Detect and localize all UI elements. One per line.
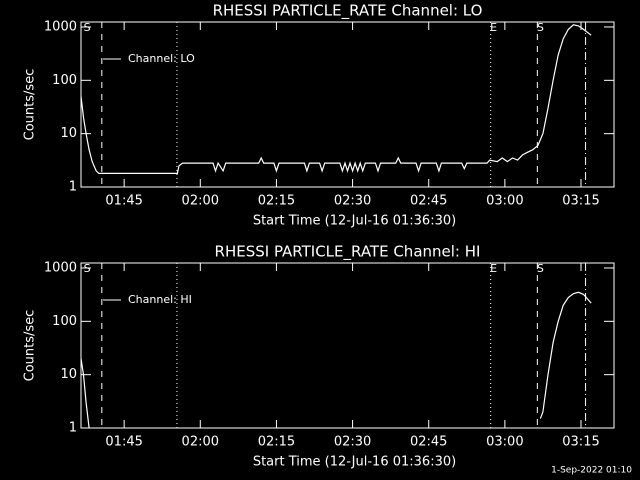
x-tick-label: 03:15: [562, 435, 599, 450]
legend-label: Channel: LO: [128, 52, 195, 65]
x-tick-label: 02:45: [410, 194, 447, 209]
x-tick-label: 01:45: [105, 194, 142, 209]
x-tick-label: 02:15: [258, 194, 295, 209]
y-tick-label: 100: [52, 314, 77, 329]
x-tick-label: 02:00: [182, 435, 219, 450]
marker-label: E: [490, 21, 497, 34]
legend-label: Channel: HI: [128, 293, 192, 306]
data-line: [81, 291, 592, 428]
x-tick-label: 02:00: [182, 194, 219, 209]
y-tick-label: 1: [69, 180, 77, 195]
x-tick-label: 02:45: [410, 435, 447, 450]
y-tick-label: 1: [69, 421, 77, 436]
x-tick-label: 02:30: [334, 435, 371, 450]
marker-label: E: [490, 262, 497, 275]
marker-label: S: [537, 262, 544, 275]
chart-title: RHESSI PARTICLE_RATE Channel: HI: [215, 243, 481, 262]
marker-label: S: [537, 21, 544, 34]
plot-frame: [80, 21, 615, 188]
y-tick-label: 1000: [44, 19, 77, 34]
chart-title: RHESSI PARTICLE_RATE Channel: LO: [213, 2, 483, 21]
y-tick-label: 1000: [44, 260, 77, 275]
annotation: S: [84, 21, 91, 34]
x-axis-label: Start Time (12-Jul-16 01:36:30): [253, 455, 456, 470]
x-tick-label: 01:45: [105, 435, 142, 450]
data-line: [81, 24, 592, 174]
y-tick-label: 100: [52, 73, 77, 88]
x-tick-label: 02:30: [334, 194, 371, 209]
plot-frame: [80, 262, 615, 429]
footer: 1-Sep-2022 01:10: [551, 466, 632, 476]
x-tick-label: 03:00: [486, 435, 523, 450]
x-tick-label: 02:15: [258, 435, 295, 450]
y-tick-label: 10: [60, 367, 77, 382]
y-tick-label: 10: [60, 126, 77, 141]
x-tick-label: 03:00: [486, 194, 523, 209]
x-tick-label: 03:15: [562, 194, 599, 209]
y-axis-label: Counts/sec: [23, 69, 38, 141]
x-axis-label: Start Time (12-Jul-16 01:36:30): [253, 214, 456, 229]
annotation: S: [84, 262, 91, 275]
y-axis-label: Counts/sec: [23, 310, 38, 382]
